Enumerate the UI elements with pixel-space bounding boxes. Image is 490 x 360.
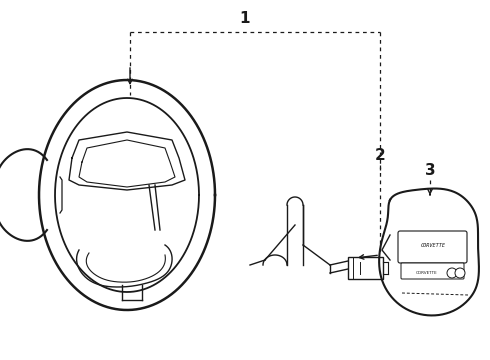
FancyBboxPatch shape bbox=[398, 231, 467, 263]
Text: CORVETTE: CORVETTE bbox=[420, 243, 445, 248]
Text: 1: 1 bbox=[240, 10, 250, 26]
Circle shape bbox=[455, 268, 465, 278]
Bar bbox=[348, 257, 383, 279]
Circle shape bbox=[447, 268, 457, 278]
Text: 3: 3 bbox=[425, 162, 435, 177]
FancyBboxPatch shape bbox=[401, 263, 464, 279]
Text: 2: 2 bbox=[375, 148, 385, 162]
Text: CORVETTE: CORVETTE bbox=[416, 271, 438, 275]
